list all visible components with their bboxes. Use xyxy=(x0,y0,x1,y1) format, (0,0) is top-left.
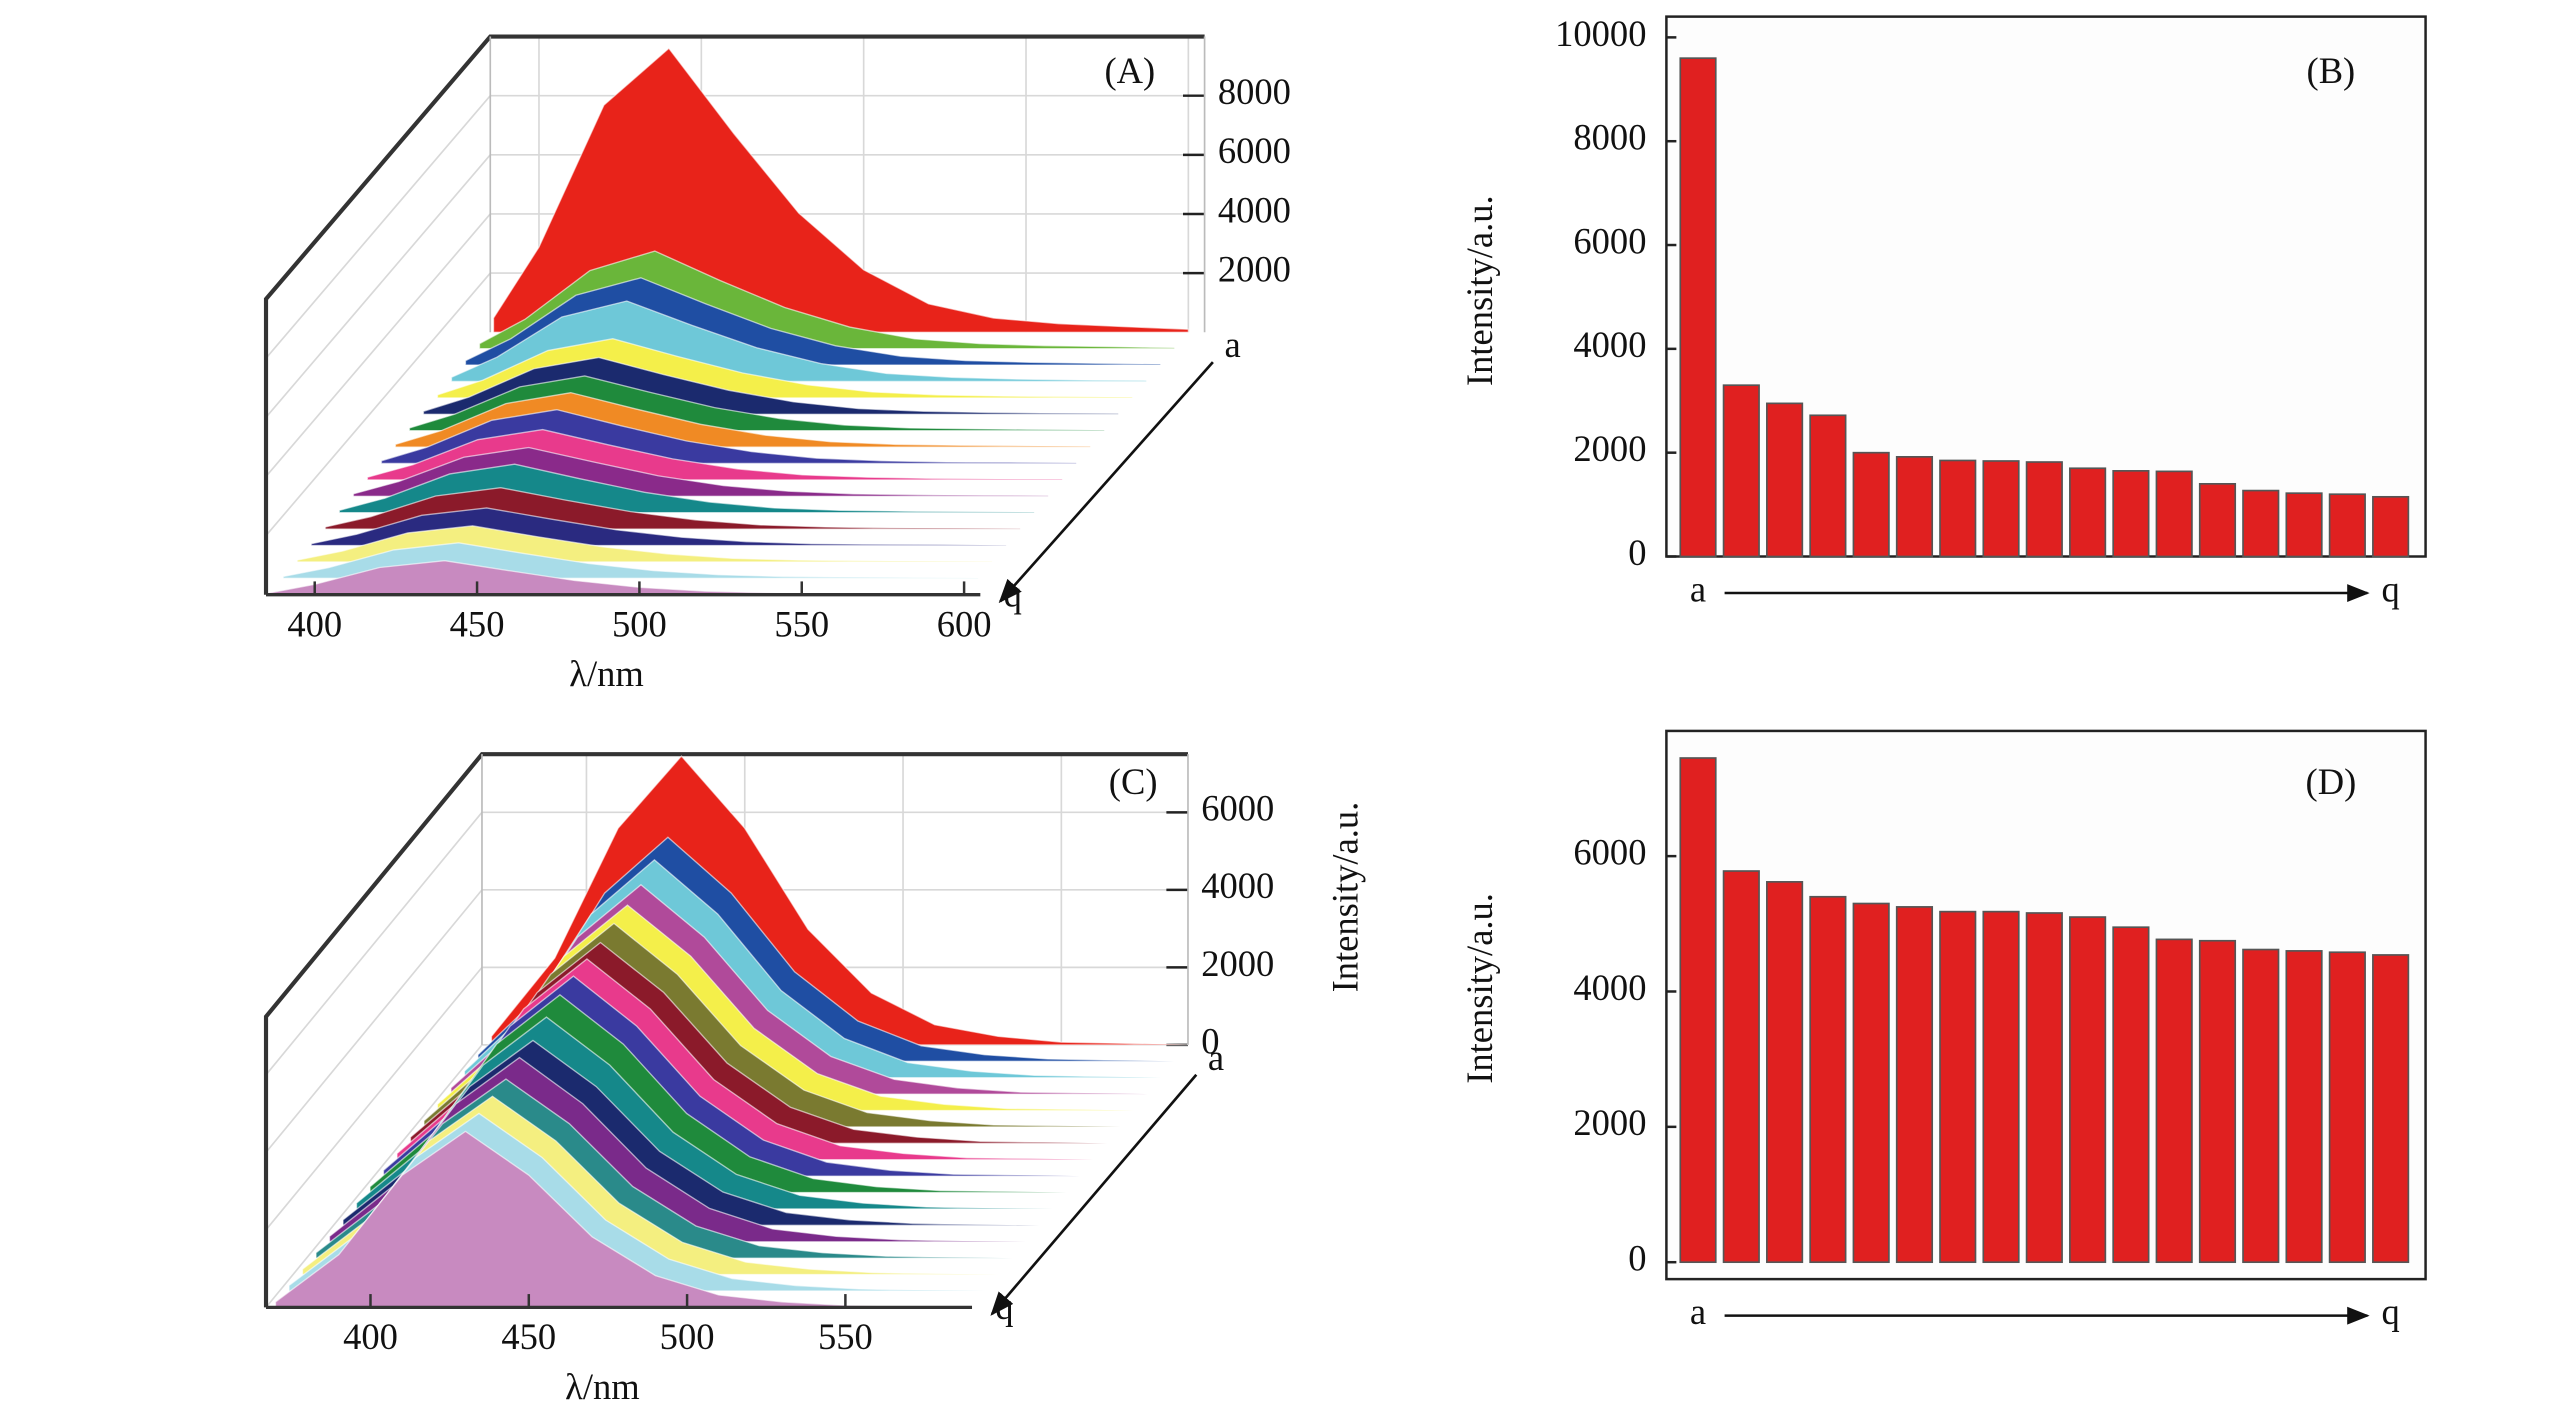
depth-arrow xyxy=(990,1073,1198,1316)
z-tick-label: 4000 xyxy=(1201,865,1274,906)
bar xyxy=(2112,470,2150,558)
bar xyxy=(1766,402,1804,558)
z-tick-label: 6000 xyxy=(1218,130,1291,171)
legend-label: a xyxy=(1208,1037,1224,1078)
grid-line xyxy=(265,1044,483,1308)
x-tick-label: 550 xyxy=(774,603,829,644)
bar xyxy=(1939,910,1977,1264)
panel-title: (A) xyxy=(1104,50,1155,91)
bar xyxy=(1982,910,2020,1264)
x-tick-label: 450 xyxy=(450,603,505,644)
y-tick-label: 0 xyxy=(1628,1238,1646,1279)
y-axis-label: Intensity/a.u. xyxy=(1459,893,1500,1084)
x-tick-label: 400 xyxy=(287,603,342,644)
bar xyxy=(2372,495,2410,558)
x-tick-label: a xyxy=(1690,1291,1706,1332)
x-tick-label: 400 xyxy=(343,1316,398,1357)
bar xyxy=(2025,912,2063,1264)
bar xyxy=(1895,455,1934,558)
frame xyxy=(263,752,1188,1308)
depth-arrow xyxy=(998,361,1214,604)
z-tick-label: 0 xyxy=(1201,1020,1219,1061)
x-tick-label: q xyxy=(2382,1291,2400,1332)
bar xyxy=(2242,948,2280,1264)
x-axis-label: λ/nm xyxy=(565,1366,640,1407)
grid-line xyxy=(265,213,491,477)
frame xyxy=(263,34,1205,595)
x-tick-label: 450 xyxy=(501,1316,556,1357)
bar xyxy=(1852,451,1890,558)
x-axis-label: λ/nm xyxy=(569,653,644,694)
x-tick-label: q xyxy=(2382,568,2400,609)
bar xyxy=(2198,482,2237,558)
legend-label: q xyxy=(1004,573,1022,614)
y-tick-label: 2000 xyxy=(1573,1102,1646,1143)
y-axis-label: Intensity/a.u. xyxy=(1459,195,1500,386)
bar xyxy=(1982,460,2020,558)
grid-line xyxy=(265,966,483,1231)
y-tick-label: 0 xyxy=(1628,532,1646,573)
z-tick-label: 2000 xyxy=(1201,943,1274,984)
bar xyxy=(1766,881,1804,1264)
bar xyxy=(2069,467,2107,558)
grid-line xyxy=(265,272,491,537)
bar xyxy=(2069,916,2107,1264)
bar xyxy=(1679,757,1717,1264)
panel-title: (B) xyxy=(2307,50,2356,91)
y-tick-label: 6000 xyxy=(1573,832,1646,873)
y-tick-label: 4000 xyxy=(1573,324,1646,365)
grid-line xyxy=(265,811,483,1076)
z-axis-label: Intensity/a.u. xyxy=(1325,802,1366,993)
x-tick-label: 500 xyxy=(660,1316,715,1357)
bar xyxy=(1722,870,1760,1264)
bar xyxy=(2372,954,2410,1264)
bar xyxy=(1852,902,1890,1264)
z-tick-label: 6000 xyxy=(1201,788,1274,829)
bar xyxy=(2328,951,2366,1264)
bar xyxy=(2285,492,2323,558)
bar xyxy=(2155,938,2193,1264)
x-tick-label: 550 xyxy=(818,1316,873,1357)
bar xyxy=(2025,461,2063,558)
bar xyxy=(1679,57,1717,558)
bar xyxy=(2285,950,2323,1264)
y-tick-label: 10000 xyxy=(1555,13,1646,54)
bar xyxy=(2155,470,2193,558)
bar xyxy=(1939,459,1977,558)
bar xyxy=(2242,489,2280,558)
grid-line xyxy=(265,154,491,418)
bar xyxy=(1895,906,1934,1264)
bar xyxy=(2328,493,2366,558)
y-tick-label: 4000 xyxy=(1573,967,1646,1008)
y-tick-label: 2000 xyxy=(1573,428,1646,469)
x-tick-label: a xyxy=(1690,568,1706,609)
grid-line xyxy=(265,889,483,1153)
z-tick-label: 2000 xyxy=(1218,248,1291,289)
y-tick-label: 6000 xyxy=(1573,220,1646,261)
bar xyxy=(2112,926,2150,1264)
z-tick-label: 4000 xyxy=(1218,189,1291,230)
y-tick-label: 8000 xyxy=(1573,117,1646,158)
bar xyxy=(1809,414,1847,558)
bar xyxy=(1809,895,1847,1264)
bar xyxy=(1722,384,1760,558)
bar xyxy=(2198,939,2237,1264)
legend-label: a xyxy=(1225,324,1241,365)
x-tick-label: 600 xyxy=(937,603,992,644)
grid-line xyxy=(265,95,491,359)
panel-title: (D) xyxy=(2306,761,2357,802)
panel-title: (C) xyxy=(1109,761,1158,802)
z-tick-label: 8000 xyxy=(1218,71,1291,112)
x-tick-label: 500 xyxy=(612,603,667,644)
legend-label: q xyxy=(995,1286,1013,1327)
